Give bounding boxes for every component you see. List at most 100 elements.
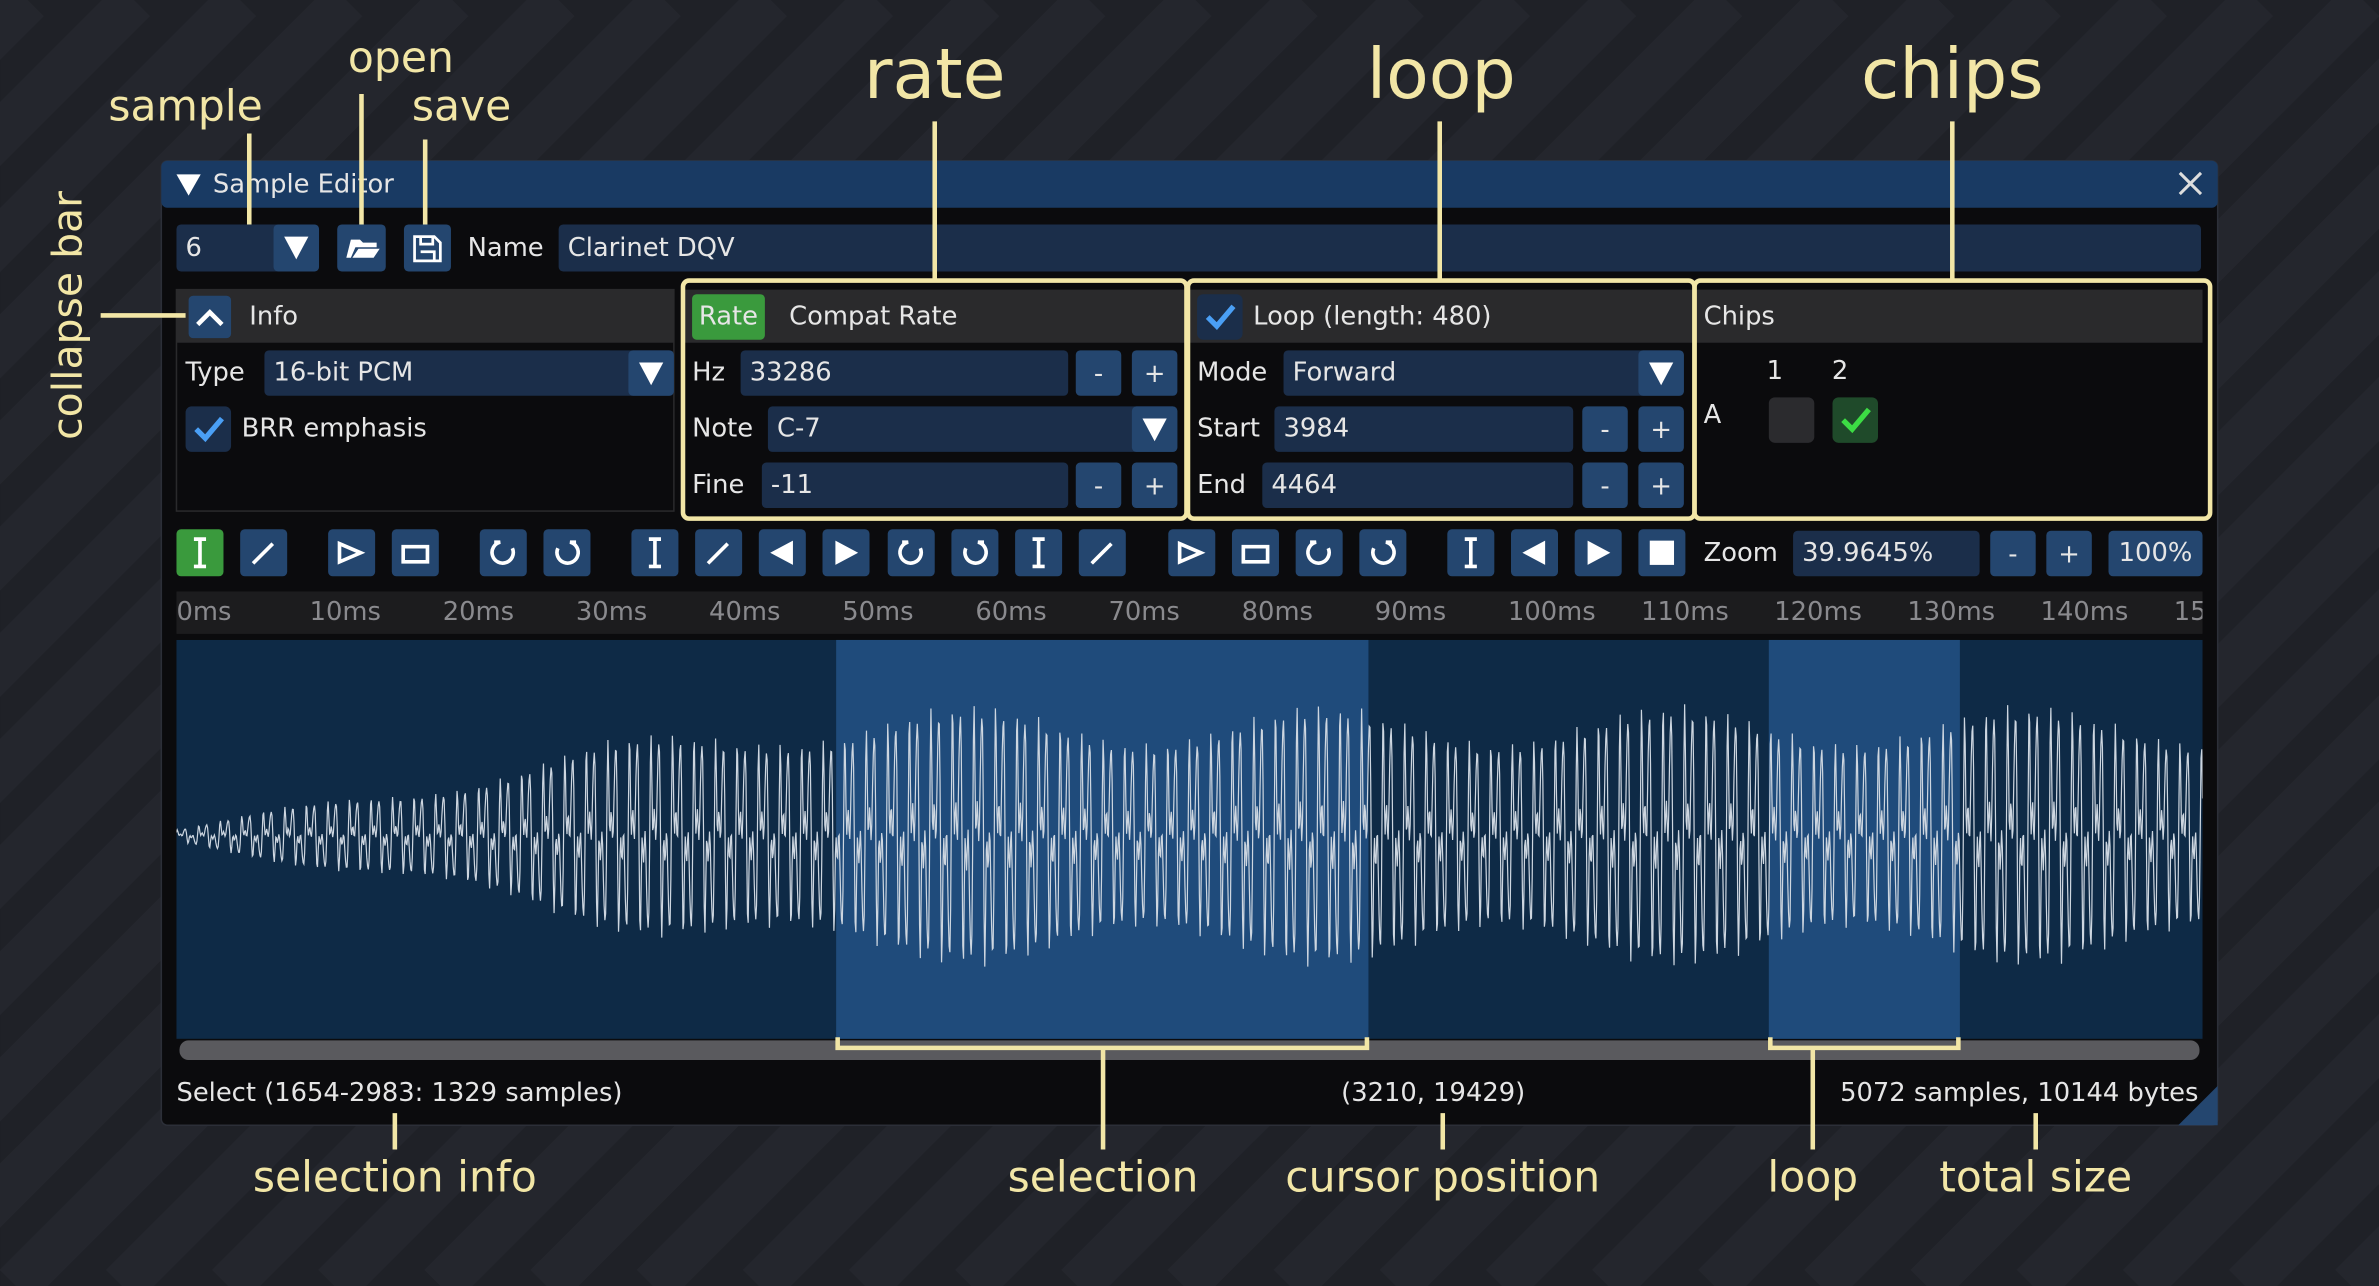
step-button[interactable]	[1638, 462, 1684, 509]
chip-row: A	[1704, 400, 1722, 430]
toolbar-icon	[1306, 540, 1331, 565]
toolbar-icon	[1464, 537, 1477, 569]
input[interactable]	[767, 406, 1178, 452]
stripe	[2122, 1013, 2379, 1286]
toolbar-icon	[401, 544, 430, 564]
step-button[interactable]	[1638, 406, 1684, 452]
step-button-label: +	[1650, 471, 1672, 501]
mode-label: Mode	[1197, 358, 1267, 388]
step-button[interactable]	[1075, 350, 1122, 396]
step-button-label: +	[1144, 359, 1166, 389]
input[interactable]	[761, 462, 1069, 509]
timeline-label: 0ms	[176, 597, 231, 627]
loop-region	[1768, 639, 1960, 1039]
toolbar-icon	[490, 540, 516, 565]
timeline-label: 100ms	[1508, 597, 1596, 627]
annotation-line	[1768, 1037, 1961, 1150]
annotation: loop	[1767, 1153, 1858, 1202]
timeline	[176, 591, 2203, 634]
dropdown-arrow	[1142, 418, 1167, 442]
toolbar-icon	[1241, 544, 1270, 564]
tab-rate[interactable]	[692, 294, 765, 340]
timeline-label: 140ms	[2041, 597, 2129, 627]
toolbar-button[interactable]	[887, 529, 935, 577]
timeline-label: 10ms	[310, 597, 381, 627]
step-button-label: -	[1600, 471, 1609, 501]
timeline-label: 30ms	[576, 597, 647, 627]
input[interactable]	[264, 350, 674, 396]
step-button-label: +	[1144, 471, 1166, 501]
timeline-label: 40ms	[709, 597, 780, 627]
toolbar-icon	[770, 540, 793, 565]
status-cursor: (3210, 19429)	[1341, 1078, 1525, 1108]
toolbar-button[interactable]	[391, 529, 439, 577]
name-label: Name	[468, 233, 544, 263]
toolbar-button[interactable]	[328, 529, 376, 577]
dropdown-arrow	[1649, 362, 1674, 386]
close-button[interactable]	[2178, 171, 2203, 196]
annotation: chips	[1861, 34, 2044, 115]
timeline-label: 70ms	[1109, 597, 1180, 627]
toolbar-button[interactable]	[543, 529, 591, 577]
tab-compat-label: Compat Rate	[789, 301, 957, 331]
toolbar-icon	[706, 542, 730, 565]
collapse-button[interactable]	[188, 295, 232, 339]
note-label: Note	[692, 414, 753, 444]
collapse-icon	[196, 309, 224, 327]
checkbox[interactable]	[185, 406, 232, 452]
name-input[interactable]	[558, 224, 2202, 272]
toolbar-button[interactable]	[1359, 529, 1407, 577]
step-button[interactable]	[1131, 462, 1178, 509]
toolbar-icon	[1371, 540, 1396, 565]
toolbar-icon	[1649, 540, 1675, 565]
open-button[interactable]	[337, 224, 386, 272]
start-label: Start	[1197, 414, 1260, 444]
checkbox[interactable]	[1197, 294, 1243, 340]
dropdown-arrow	[639, 362, 664, 386]
toolbar-button[interactable]	[1295, 529, 1343, 577]
save-icon	[413, 235, 442, 263]
zoom-label: Zoom	[1704, 538, 1778, 568]
step-button[interactable]	[2046, 530, 2092, 577]
toolbar-button[interactable]	[951, 529, 999, 577]
chip-column: 1	[1767, 356, 1783, 386]
step-button[interactable]	[1582, 406, 1628, 452]
timeline-label: 150ms	[2174, 597, 2262, 627]
input[interactable]	[1262, 462, 1574, 509]
timeline-labels: 0ms 10ms 20ms 30ms 40ms 50ms 60ms 70ms 80ms 90ms 1…	[176, 597, 2262, 627]
step-button-label: +	[1650, 415, 1672, 445]
stripe	[0, 0, 363, 379]
zoom-reset[interactable]	[2108, 530, 2203, 577]
save-button[interactable]	[403, 224, 451, 272]
zoom-reset-label: 100%	[2119, 538, 2193, 568]
step-button[interactable]	[1075, 462, 1122, 509]
timeline-label: 50ms	[842, 597, 913, 627]
checkbox[interactable]	[1832, 397, 1878, 443]
step-button-label: -	[1600, 415, 1609, 445]
timeline-label: 60ms	[975, 597, 1046, 627]
annotation: open	[348, 34, 454, 83]
start-value: 3984	[1284, 414, 1350, 444]
toolbar-button[interactable]	[1231, 529, 1279, 577]
toolbar-button[interactable]	[1168, 529, 1216, 577]
toolbar-button[interactable]	[479, 529, 527, 577]
step-button[interactable]	[1582, 462, 1628, 509]
input[interactable]	[1793, 530, 1980, 577]
panel-header	[1189, 289, 1693, 343]
annotation: loop	[1367, 34, 1516, 115]
status-selection: Select (1654-2983: 1329 samples)	[176, 1078, 622, 1108]
input[interactable]	[740, 350, 1069, 396]
toolbar-icon	[963, 540, 988, 565]
annotation: sample	[108, 83, 262, 132]
check-mark	[1205, 304, 1236, 330]
input[interactable]	[1274, 406, 1574, 452]
checkbox[interactable]	[1768, 397, 1815, 443]
panel-header	[682, 289, 1187, 343]
timeline-label: 80ms	[1242, 597, 1313, 627]
input[interactable]	[1283, 350, 1684, 396]
step-button[interactable]	[1990, 530, 2036, 577]
step-button[interactable]	[1131, 350, 1178, 396]
chip-column: 2	[1832, 356, 1848, 386]
toolbar-icon	[193, 537, 207, 569]
timeline-label: 120ms	[1774, 597, 1862, 627]
